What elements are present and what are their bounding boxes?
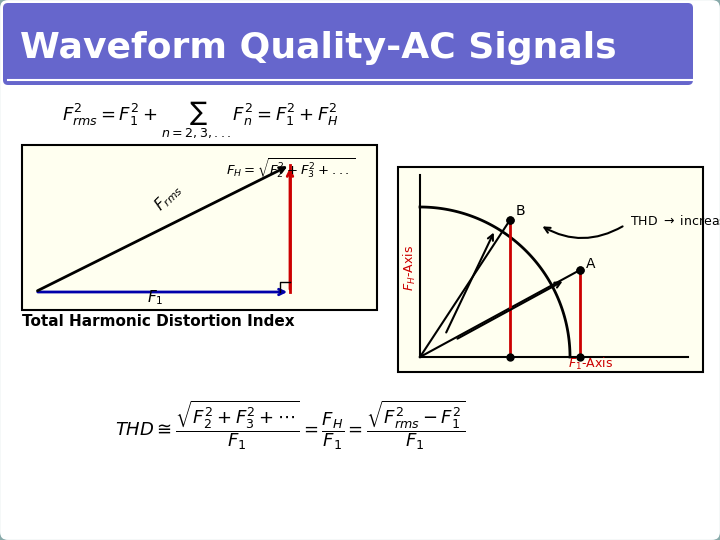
Text: A: A bbox=[586, 257, 595, 271]
Text: $F_1$: $F_1$ bbox=[147, 288, 163, 307]
Text: Total Harmonic Distortion Index: Total Harmonic Distortion Index bbox=[22, 314, 294, 329]
Text: $F_H=\sqrt{F_2^2+F_3^2+...}$: $F_H=\sqrt{F_2^2+F_3^2+...}$ bbox=[225, 157, 355, 180]
Text: $F_H$-Axis: $F_H$-Axis bbox=[402, 245, 418, 291]
Text: $THD \cong \dfrac{\sqrt{F_2^{2} + F_3^{2} + \cdots}}{F_1} = \dfrac{F_H}{F_1} = \: $THD \cong \dfrac{\sqrt{F_2^{2} + F_3^{2… bbox=[115, 398, 465, 452]
Text: $F_{rms}^{2} = F_1^{2} + \sum_{n=2,3,...} F_n^{2} = F_1^{2} + F_H^{2}$: $F_{rms}^{2} = F_1^{2} + \sum_{n=2,3,...… bbox=[62, 99, 338, 140]
FancyBboxPatch shape bbox=[398, 167, 703, 372]
Text: $F_{rms}$: $F_{rms}$ bbox=[150, 180, 186, 215]
Text: THD $\rightarrow$ increases: THD $\rightarrow$ increases bbox=[630, 214, 720, 228]
FancyBboxPatch shape bbox=[22, 145, 377, 310]
Text: $F_1$-Axis: $F_1$-Axis bbox=[567, 356, 613, 372]
FancyBboxPatch shape bbox=[3, 3, 693, 85]
Text: Waveform Quality-AC Signals: Waveform Quality-AC Signals bbox=[20, 31, 616, 65]
Text: B: B bbox=[516, 204, 526, 218]
